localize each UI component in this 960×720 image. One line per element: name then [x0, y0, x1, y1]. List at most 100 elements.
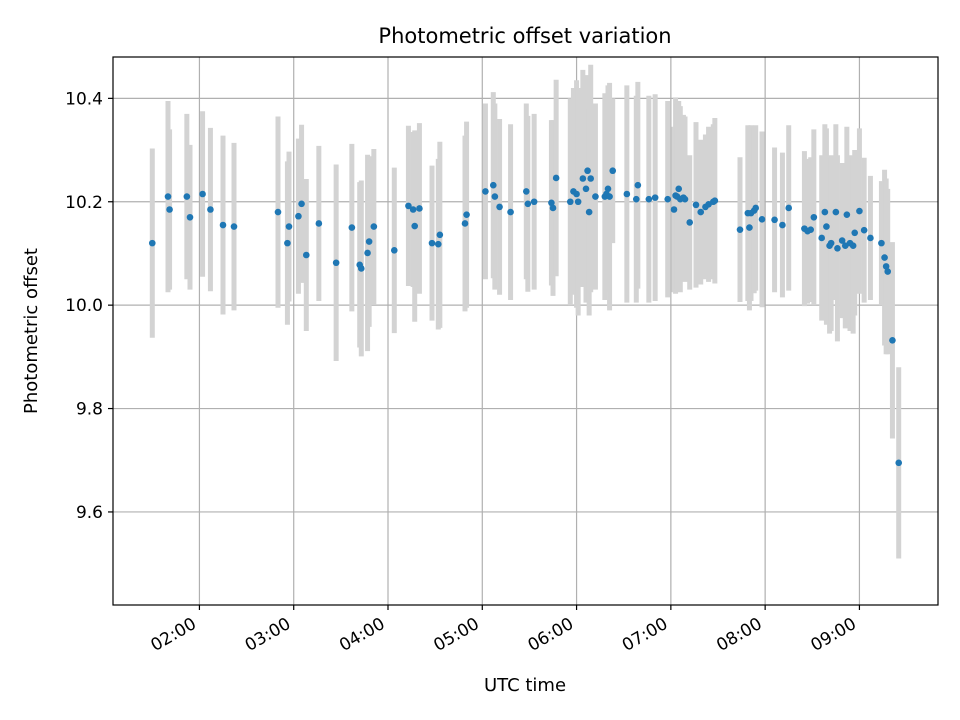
data-point — [522, 188, 530, 195]
data-point — [697, 208, 705, 216]
data-point — [779, 221, 786, 229]
data-point — [827, 239, 835, 247]
data-point — [148, 239, 156, 247]
data-point — [834, 244, 841, 252]
data-point — [889, 337, 896, 344]
data-point — [821, 208, 829, 216]
data-point — [651, 194, 659, 201]
data-point — [670, 206, 678, 213]
data-point — [365, 238, 373, 245]
data-point — [364, 249, 371, 257]
data-point — [285, 223, 293, 230]
data-point — [524, 200, 532, 208]
data-point — [623, 190, 631, 198]
data-point — [818, 234, 826, 242]
data-point — [849, 242, 857, 249]
data-point — [838, 237, 846, 244]
data-point — [183, 193, 191, 200]
data-point — [284, 239, 291, 247]
data-point — [207, 206, 214, 213]
data-point — [807, 226, 815, 233]
data-point — [416, 205, 423, 212]
data-point — [823, 223, 830, 230]
data-point — [860, 226, 868, 234]
data-point — [752, 204, 760, 212]
data-point — [390, 247, 398, 254]
data-point — [489, 181, 497, 189]
data-points — [148, 167, 903, 467]
y-tick-label: 10.2 — [65, 193, 103, 213]
plot-frame — [112, 56, 939, 606]
data-point — [856, 207, 863, 215]
data-point — [711, 197, 719, 205]
y-axis-label: Photometric offset — [21, 248, 42, 414]
data-point — [881, 254, 888, 261]
y-tick-label: 9.8 — [76, 400, 103, 420]
data-point — [166, 206, 173, 213]
data-point — [587, 175, 595, 182]
data-point — [884, 268, 892, 275]
data-point — [302, 251, 310, 259]
grid — [113, 57, 938, 605]
y-tick-label: 10.4 — [65, 89, 103, 109]
data-point — [274, 208, 282, 216]
data-point — [843, 211, 851, 218]
data-point — [609, 167, 617, 175]
data-point — [186, 213, 194, 221]
data-point — [461, 220, 469, 227]
y-tick-label: 10.0 — [65, 296, 103, 316]
data-point — [692, 201, 700, 209]
data-point — [895, 459, 903, 467]
data-point — [219, 221, 227, 229]
y-tick-label: 9.6 — [76, 503, 103, 523]
data-point — [552, 174, 560, 182]
data-point — [164, 193, 172, 200]
data-point — [851, 229, 859, 237]
data-point — [606, 193, 613, 200]
data-point — [736, 226, 744, 233]
data-point — [482, 188, 489, 195]
data-point — [604, 185, 612, 193]
chart-title: Photometric offset variation — [378, 24, 671, 48]
data-point — [574, 198, 582, 206]
data-point — [370, 223, 378, 230]
data-point — [332, 259, 340, 267]
data-point — [530, 198, 538, 206]
data-point — [566, 198, 574, 206]
data-point — [405, 202, 412, 210]
data-point — [681, 195, 689, 203]
data-point — [315, 220, 323, 227]
data-point — [573, 190, 580, 198]
data-point — [409, 206, 417, 213]
x-axis-label: UTC time — [484, 675, 566, 696]
data-point — [882, 263, 890, 270]
data-point — [298, 200, 305, 208]
data-point — [357, 265, 365, 272]
data-point — [436, 231, 444, 239]
data-point — [584, 167, 591, 175]
data-point — [632, 195, 640, 203]
data-point — [645, 195, 653, 203]
data-point — [295, 212, 302, 220]
data-point — [758, 216, 766, 223]
data-point — [585, 208, 593, 216]
data-point — [507, 208, 514, 216]
data-point — [785, 204, 793, 212]
data-point — [411, 222, 419, 230]
data-point — [582, 185, 590, 193]
data-point — [592, 193, 599, 200]
data-point — [771, 216, 778, 224]
data-point — [348, 224, 356, 231]
data-point — [675, 185, 683, 193]
data-point — [496, 203, 503, 211]
data-point — [548, 199, 555, 207]
data-point — [230, 223, 238, 230]
data-point — [463, 211, 470, 218]
data-point — [549, 204, 557, 212]
data-point — [746, 224, 753, 231]
data-point — [832, 208, 840, 216]
data-point — [867, 234, 874, 242]
data-point — [434, 240, 442, 248]
